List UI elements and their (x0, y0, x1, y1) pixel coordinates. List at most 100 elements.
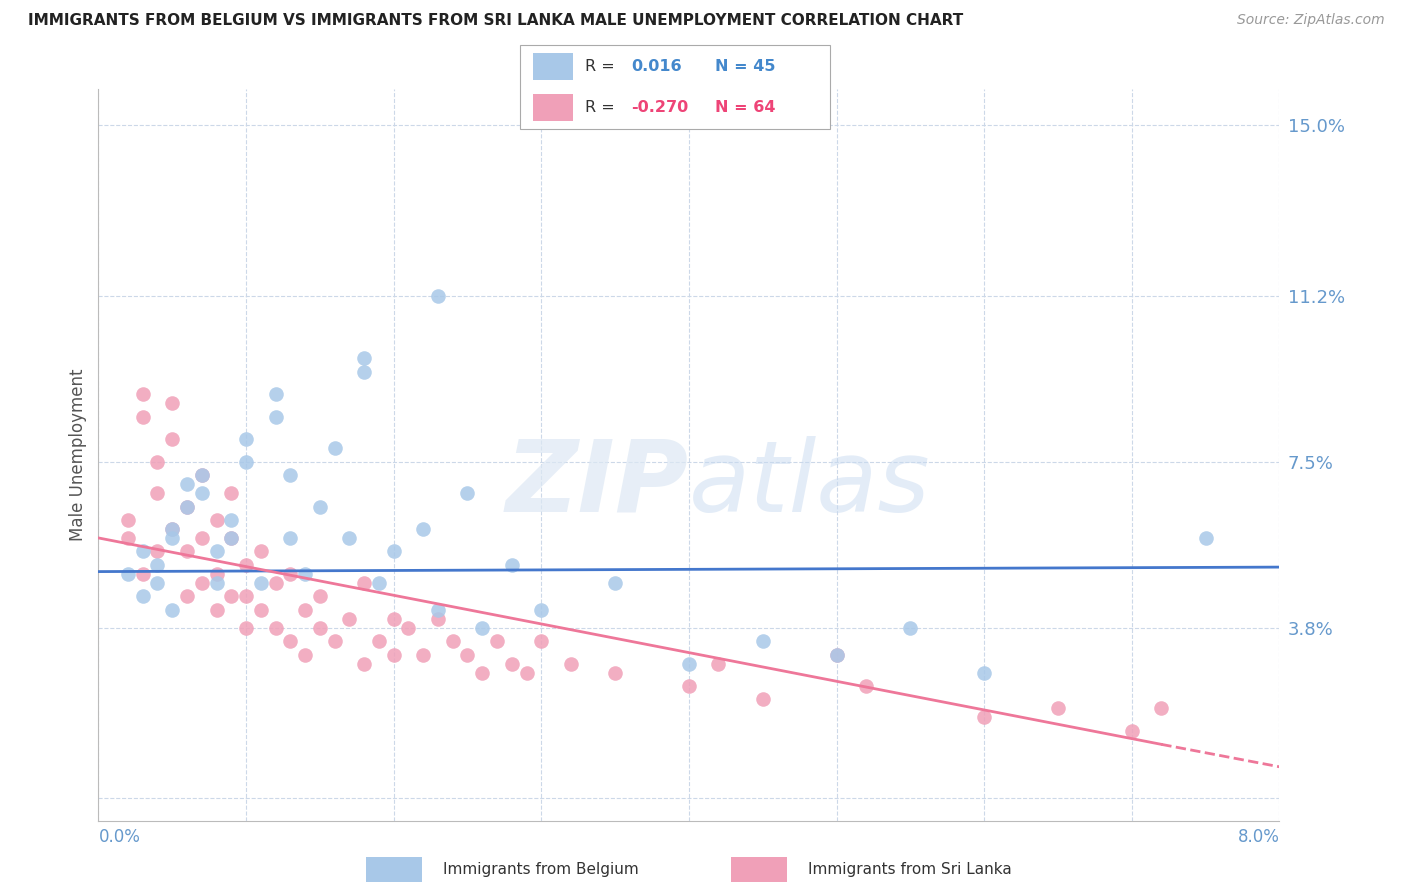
Point (162, 603, 183, 617)
Point (973, 710, 995, 724)
Point (191, 486, 214, 500)
Text: -0.270: -0.270 (631, 100, 689, 115)
Point (117, 513, 139, 527)
Point (337, 612, 360, 626)
Point (515, 665, 537, 680)
Point (353, 657, 375, 671)
Point (1150, 701, 1173, 715)
Point (337, 531, 360, 545)
Point (382, 612, 405, 626)
Point (308, 621, 332, 635)
Text: 0.016: 0.016 (631, 59, 682, 74)
Point (1194, 531, 1216, 545)
Point (176, 500, 198, 514)
Point (219, 531, 242, 545)
FancyBboxPatch shape (366, 857, 422, 882)
Point (471, 621, 494, 635)
Point (973, 665, 995, 680)
Point (132, 409, 155, 424)
Point (219, 531, 242, 545)
Point (678, 679, 700, 693)
Point (235, 432, 257, 446)
Point (485, 634, 508, 648)
Point (501, 657, 523, 671)
Point (146, 558, 169, 572)
Point (235, 589, 257, 603)
Point (396, 621, 419, 635)
Point (426, 612, 449, 626)
Point (278, 531, 302, 545)
Point (294, 648, 316, 662)
Text: R =: R = (585, 59, 614, 74)
Text: Source: ZipAtlas.com: Source: ZipAtlas.com (1237, 13, 1385, 28)
Point (560, 657, 582, 671)
Point (412, 648, 434, 662)
Point (132, 387, 155, 401)
Point (825, 648, 848, 662)
Point (132, 589, 155, 603)
Point (707, 657, 730, 671)
Point (382, 544, 405, 558)
Point (146, 544, 169, 558)
Point (117, 566, 139, 581)
Text: 8.0%: 8.0% (1237, 828, 1279, 846)
Point (191, 468, 214, 483)
Text: IMMIGRANTS FROM BELGIUM VS IMMIGRANTS FROM SRI LANKA MALE UNEMPLOYMENT CORRELATI: IMMIGRANTS FROM BELGIUM VS IMMIGRANTS FR… (28, 13, 963, 29)
Point (250, 575, 273, 590)
Point (1121, 723, 1143, 738)
Point (441, 634, 464, 648)
Point (353, 575, 375, 590)
Point (162, 522, 183, 536)
Point (162, 396, 183, 410)
Point (353, 365, 375, 379)
Point (264, 621, 287, 635)
Point (219, 513, 242, 527)
Point (1046, 701, 1069, 715)
Point (264, 409, 287, 424)
Point (146, 575, 169, 590)
Point (308, 589, 332, 603)
Text: ZIP: ZIP (506, 435, 689, 533)
Point (132, 544, 155, 558)
Point (162, 432, 183, 446)
Point (191, 575, 214, 590)
Point (605, 665, 627, 680)
Point (146, 455, 169, 469)
Point (205, 513, 228, 527)
Point (678, 657, 700, 671)
Point (176, 500, 198, 514)
Point (501, 558, 523, 572)
Point (382, 648, 405, 662)
Point (456, 486, 478, 500)
Point (900, 621, 922, 635)
Text: Immigrants from Belgium: Immigrants from Belgium (443, 863, 638, 877)
Point (825, 648, 848, 662)
Point (426, 603, 449, 617)
Point (235, 558, 257, 572)
Point (205, 575, 228, 590)
Point (205, 544, 228, 558)
Point (855, 679, 877, 693)
Text: atlas: atlas (689, 435, 931, 533)
Y-axis label: Male Unemployment: Male Unemployment (69, 368, 87, 541)
Point (323, 441, 346, 455)
Point (205, 603, 228, 617)
Text: 0.0%: 0.0% (98, 828, 141, 846)
Point (250, 603, 273, 617)
Text: R =: R = (585, 100, 614, 115)
Point (426, 288, 449, 302)
Point (605, 575, 627, 590)
Point (264, 387, 287, 401)
FancyBboxPatch shape (533, 54, 572, 80)
Point (530, 603, 553, 617)
Point (176, 589, 198, 603)
Point (412, 522, 434, 536)
Text: Immigrants from Sri Lanka: Immigrants from Sri Lanka (808, 863, 1012, 877)
Point (278, 468, 302, 483)
Point (117, 531, 139, 545)
Point (323, 634, 346, 648)
Point (162, 522, 183, 536)
Point (456, 648, 478, 662)
FancyBboxPatch shape (731, 857, 787, 882)
FancyBboxPatch shape (520, 45, 830, 129)
